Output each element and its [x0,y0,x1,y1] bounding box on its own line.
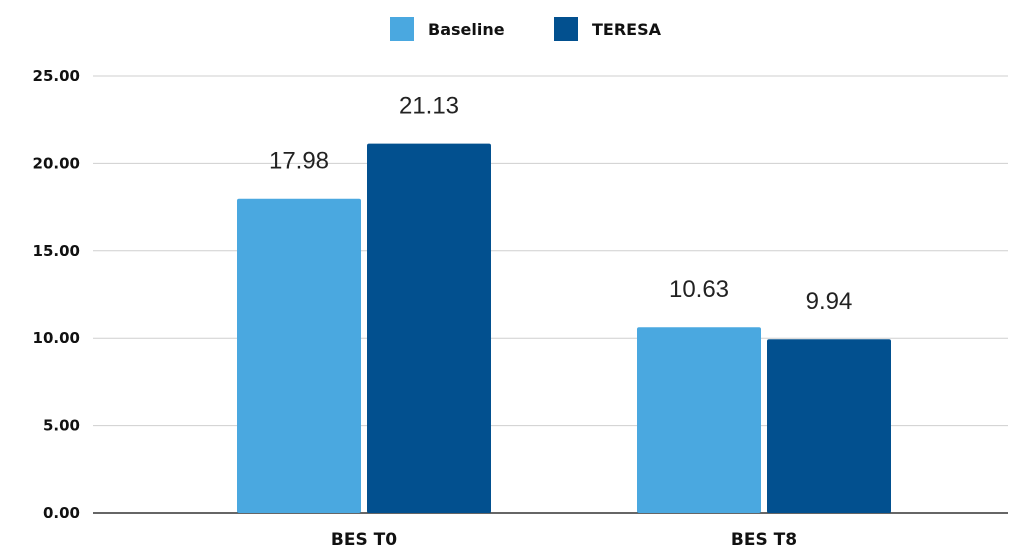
bar-baseline-bes-t8 [637,327,761,513]
y-tick-label: 0.00 [43,504,80,522]
y-tick-label: 25.00 [33,67,80,85]
data-label: 21.13 [399,93,459,120]
data-label: 10.63 [669,276,729,303]
data-label: 9.94 [806,288,853,315]
x-axis-category-labels: BES T0 BES T8 [331,530,797,550]
y-tick-label: 20.00 [33,154,80,172]
bars [237,143,891,514]
bar-baseline-bes-t0 [237,198,361,513]
legend: Baseline TERESA [390,17,662,41]
x-category-label: BES T0 [331,530,397,550]
y-tick-label: 10.00 [33,329,80,347]
y-axis-tick-labels: 0.00 5.00 10.00 15.00 20.00 25.00 [33,67,80,522]
bar-teresa-bes-t8 [767,339,891,513]
data-label: 17.98 [269,148,329,175]
y-tick-label: 15.00 [33,242,80,260]
x-category-label: BES T8 [731,530,797,550]
data-labels: 17.98 21.13 10.63 9.94 [269,93,852,316]
y-tick-label: 5.00 [43,417,80,435]
legend-label: Baseline [428,20,505,39]
legend-swatch [554,17,578,41]
legend-swatch [390,17,414,41]
bar-teresa-bes-t0 [367,143,491,514]
legend-label: TERESA [592,20,662,39]
